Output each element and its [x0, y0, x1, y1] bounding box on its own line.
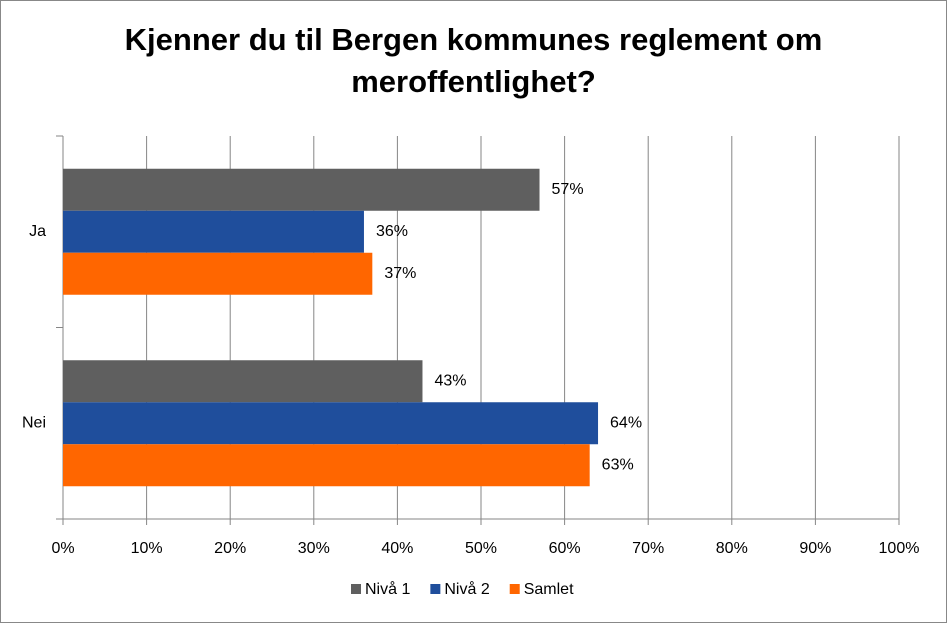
data-label: 36%	[376, 223, 408, 240]
x-tick-label: 40%	[381, 540, 413, 557]
x-tick-label: 20%	[214, 540, 246, 557]
x-tick-label: 0%	[51, 540, 74, 557]
legend-swatch	[509, 584, 520, 594]
bar	[63, 210, 364, 253]
bar	[63, 168, 540, 211]
data-label: 64%	[610, 414, 642, 431]
x-tick-label: 10%	[131, 540, 163, 557]
chart-title: Kjenner du til Bergen kommunes reglement…	[124, 22, 823, 99]
legend-swatch	[430, 584, 441, 594]
bar	[63, 252, 373, 295]
x-tick-label: 60%	[549, 540, 581, 557]
data-label: 63%	[602, 456, 634, 473]
y-tick-label: Nei	[22, 414, 46, 431]
x-tick-label: 70%	[632, 540, 664, 557]
bar	[63, 444, 590, 487]
y-tick-label: Ja	[29, 223, 46, 240]
bar	[63, 360, 423, 403]
x-tick-label: 30%	[298, 540, 330, 557]
x-tick-label: 90%	[799, 540, 831, 557]
legend-label: Samlet	[524, 581, 574, 598]
data-label: 37%	[384, 265, 416, 282]
x-tick-label: 100%	[879, 540, 920, 557]
data-label: 43%	[434, 372, 466, 389]
legend-label: Nivå 1	[365, 580, 410, 598]
legend-label: Nivå 2	[444, 580, 489, 598]
x-tick-label: 50%	[465, 540, 497, 557]
data-label: 57%	[552, 181, 584, 198]
legend-swatch	[351, 584, 361, 594]
bar	[63, 402, 599, 445]
x-tick-label: 80%	[716, 540, 748, 557]
